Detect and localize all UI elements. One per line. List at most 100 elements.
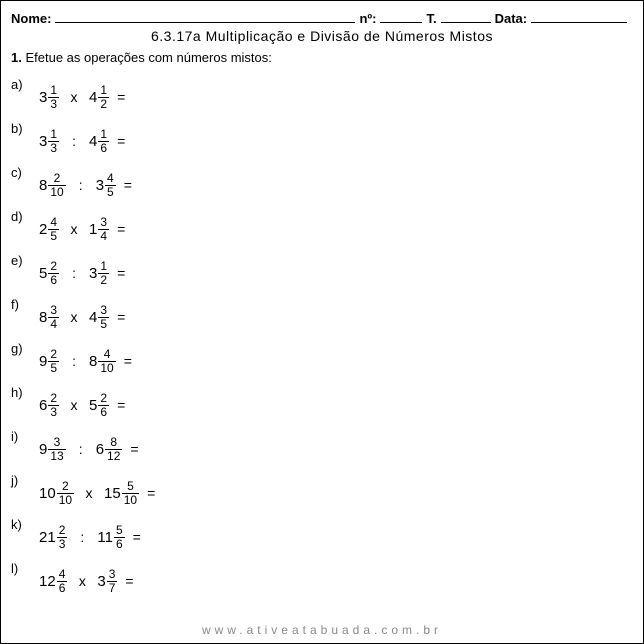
- mixed-number: 1156: [97, 524, 124, 550]
- denominator: 4: [48, 317, 59, 331]
- equals-sign: =: [124, 353, 132, 369]
- problem-row: c) 8210:345=: [11, 163, 633, 207]
- mixed-number: 8210: [39, 172, 66, 198]
- numerator: 3: [98, 216, 109, 229]
- footer-url: www.ativeatabuada.com.br: [1, 623, 643, 637]
- worksheet-title: 6.3.17a Multiplicação e Divisão de Númer…: [11, 28, 633, 44]
- denominator: 3: [57, 537, 68, 551]
- problem-label: b): [11, 119, 31, 136]
- mixed-number: 925: [39, 348, 59, 374]
- no-field[interactable]: [380, 9, 422, 23]
- equals-sign: =: [117, 89, 125, 105]
- expression: 313:416=: [39, 128, 125, 154]
- expression: 623x526=: [39, 392, 125, 418]
- denominator: 10: [48, 185, 65, 199]
- problem-label: h): [11, 383, 31, 400]
- fraction: 13: [48, 84, 59, 110]
- operator: x: [65, 221, 83, 237]
- mixed-number: 412: [89, 84, 109, 110]
- whole-part: 5: [39, 265, 48, 282]
- expression: 8210:345=: [39, 172, 132, 198]
- denominator: 6: [57, 581, 68, 595]
- fraction: 34: [48, 304, 59, 330]
- turma-field[interactable]: [441, 9, 491, 23]
- fraction: 26: [48, 260, 59, 286]
- operator: x: [80, 485, 98, 501]
- data-field[interactable]: [531, 9, 627, 23]
- denominator: 3: [48, 405, 59, 419]
- problem-row: a)313x412=: [11, 75, 633, 119]
- fraction: 46: [57, 568, 68, 594]
- whole-part: 1: [89, 221, 98, 238]
- mixed-number: 623: [39, 392, 59, 418]
- fraction: 26: [98, 392, 109, 418]
- problem-label: c): [11, 163, 31, 180]
- mixed-number: 526: [89, 392, 109, 418]
- mixed-number: 526: [39, 260, 59, 286]
- fraction: 313: [48, 436, 65, 462]
- turma-label: T.: [426, 11, 436, 26]
- equals-sign: =: [117, 265, 125, 281]
- mixed-number: 10210: [39, 480, 74, 506]
- fraction: 45: [48, 216, 59, 242]
- denominator: 4: [98, 229, 109, 243]
- numerator: 1: [48, 128, 59, 141]
- whole-part: 3: [39, 133, 48, 150]
- whole-part: 3: [97, 573, 106, 590]
- operator: :: [73, 529, 91, 545]
- numerator: 4: [102, 348, 113, 361]
- denominator: 5: [98, 317, 109, 331]
- denominator: 3: [48, 141, 59, 155]
- operator: :: [72, 177, 90, 193]
- whole-part: 8: [39, 309, 48, 326]
- numerator: 2: [52, 172, 63, 185]
- equals-sign: =: [117, 309, 125, 325]
- mixed-number: 2123: [39, 524, 67, 550]
- whole-part: 6: [96, 441, 105, 458]
- fraction: 34: [98, 216, 109, 242]
- mixed-number: 6812: [96, 436, 123, 462]
- mixed-number: 312: [89, 260, 109, 286]
- problem-row: b) 313:416=: [11, 119, 633, 163]
- fraction: 23: [57, 524, 68, 550]
- whole-part: 4: [89, 89, 98, 106]
- mixed-number: 416: [89, 128, 109, 154]
- instruction-text: Efetue as operações com números mistos:: [25, 50, 271, 65]
- whole-part: 9: [39, 441, 48, 458]
- denominator: 13: [48, 449, 65, 463]
- numerator: 5: [125, 480, 136, 493]
- mixed-number: 834: [39, 304, 59, 330]
- operator: x: [65, 397, 83, 413]
- mixed-number: 134: [89, 216, 109, 242]
- expression: 313 x 412 =: [39, 84, 125, 110]
- denominator: 6: [114, 537, 125, 551]
- operator: x: [65, 89, 83, 105]
- mixed-number: 313: [39, 128, 59, 154]
- fraction: 210: [48, 172, 65, 198]
- data-label: Data:: [495, 11, 528, 26]
- expression: 245x134=: [39, 216, 125, 242]
- whole-part: 21: [39, 529, 57, 546]
- denominator: 5: [48, 361, 59, 375]
- denominator: 2: [98, 273, 109, 287]
- fraction: 210: [57, 480, 74, 506]
- numerator: 3: [107, 568, 118, 581]
- instruction-number: 1.: [11, 50, 22, 65]
- nome-field[interactable]: [55, 9, 355, 23]
- problem-label: i): [11, 427, 31, 444]
- numerator: 4: [48, 216, 59, 229]
- nome-label: Nome:: [11, 11, 51, 26]
- problem-label: l): [11, 559, 31, 576]
- numerator: 1: [98, 84, 109, 97]
- header-line: Nome: nº: T. Data:: [11, 9, 633, 26]
- whole-part: 3: [39, 89, 48, 106]
- whole-part: 4: [89, 309, 98, 326]
- operator: :: [65, 133, 83, 149]
- whole-part: 10: [39, 485, 57, 502]
- numerator: 2: [60, 480, 71, 493]
- mixed-number: 9313: [39, 436, 66, 462]
- fraction: 37: [107, 568, 118, 594]
- fraction: 56: [114, 524, 125, 550]
- operator: :: [65, 265, 83, 281]
- problem-row: k)2123:1156=: [11, 515, 633, 559]
